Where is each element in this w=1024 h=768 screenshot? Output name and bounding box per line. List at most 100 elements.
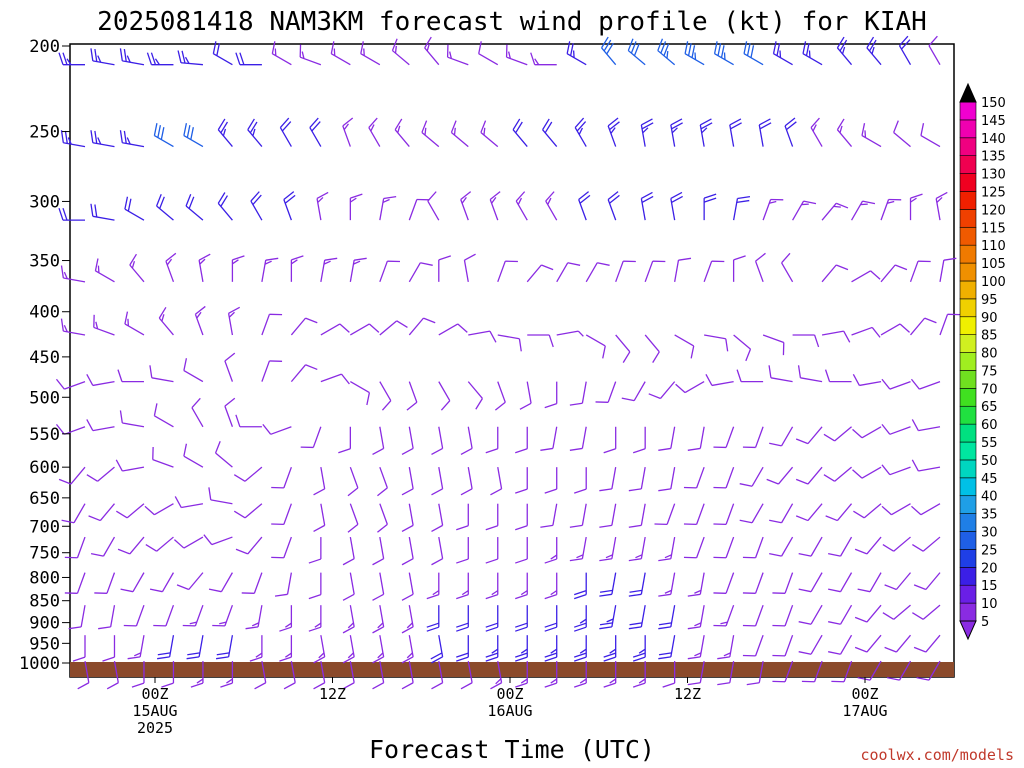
colorbar-label: 85 (981, 329, 998, 344)
wind-barb (283, 191, 296, 221)
wind-barb (309, 117, 322, 147)
wind-barb (460, 191, 472, 221)
colorbar-label: 60 (981, 418, 998, 433)
colorbar-swatch (959, 262, 977, 282)
colorbar-min-arrow (959, 620, 977, 641)
wind-barb (127, 635, 145, 660)
y-tick-label: 400 (29, 303, 60, 323)
wind-barb (220, 661, 234, 688)
wind-barb (360, 41, 381, 66)
wind-barb (515, 426, 528, 454)
wind-barb (426, 605, 440, 632)
wind-barb (177, 50, 203, 66)
colorbar-swatch (959, 388, 977, 407)
wind-barb (607, 191, 620, 221)
wind-barb (117, 369, 144, 383)
colorbar-label: 35 (981, 508, 998, 523)
wind-barb (489, 191, 501, 221)
wind-barb (939, 313, 961, 336)
wind-barb (94, 258, 115, 283)
y-axis-ticks: 200 250 300 350 400 450 500 550 600 650 700 750 800 8… (19, 37, 70, 674)
y-tick-label: 1000 (19, 654, 60, 674)
wind-barb (271, 466, 292, 489)
wind-barb (658, 572, 676, 597)
wind-barb (431, 426, 444, 456)
wind-barb (628, 572, 646, 597)
wind-barb (320, 257, 338, 282)
wind-barb (909, 193, 923, 221)
wind-barb (717, 660, 735, 686)
wind-barb (478, 41, 499, 66)
wind-barb (674, 334, 695, 359)
wind-barb (544, 605, 558, 632)
wind-barb (401, 426, 414, 456)
wind-barb (155, 194, 174, 221)
wind-barb (183, 443, 204, 468)
wind-barb (86, 466, 115, 482)
wind-barb (279, 635, 293, 662)
wind-barb (183, 123, 204, 148)
colorbar-swatch (959, 155, 977, 174)
wind-barb (732, 195, 751, 221)
wind-barb (854, 604, 882, 623)
wind-barb (342, 117, 354, 147)
wind-barb (628, 536, 646, 562)
wind-barb (394, 118, 410, 147)
wind-barb (460, 660, 473, 690)
wind-barb (674, 257, 692, 282)
wind-barb (262, 423, 292, 435)
wind-barb (515, 503, 528, 531)
wind-barb (515, 661, 528, 688)
y-tick-label: 550 (29, 425, 60, 445)
colorbar-swatch (959, 459, 977, 479)
wind-barb (224, 352, 236, 382)
y-tick-label: 250 (29, 123, 60, 143)
wind-barb (347, 503, 359, 533)
wind-barb (566, 41, 587, 66)
wind-barb (68, 605, 86, 630)
wind-barb (450, 120, 469, 148)
wind-barb (729, 118, 742, 147)
wind-barb (490, 660, 503, 690)
y-tick-label: 750 (29, 544, 60, 564)
wind-barb (460, 467, 473, 496)
wind-barb (772, 634, 794, 657)
wind-barb (519, 381, 532, 410)
wind-barb (628, 467, 646, 492)
wind-barb (939, 257, 957, 282)
wind-barb (426, 572, 440, 600)
wind-barb (824, 369, 852, 383)
wind-barb (372, 572, 385, 601)
wind-barb (544, 381, 558, 409)
wind-barb (762, 334, 785, 356)
wind-barb (795, 503, 823, 522)
x-tick-label: 16AUG (487, 702, 532, 720)
wind-barb (703, 193, 717, 221)
wind-barb (515, 191, 528, 221)
wind-barb (77, 660, 90, 690)
wind-barb (802, 41, 823, 66)
wind-barb (480, 120, 499, 148)
wind-barb (857, 660, 882, 681)
wind-barb (648, 381, 676, 400)
wind-barb (662, 661, 676, 688)
wind-barb (810, 117, 823, 147)
wind-barb (828, 604, 853, 625)
colorbar-label: 135 (981, 150, 1006, 165)
wind-barb (640, 118, 654, 147)
wind-barb (746, 660, 764, 686)
wind-barb (913, 572, 941, 591)
wind-barb (574, 605, 587, 632)
wind-barb (578, 191, 591, 221)
wind-barb (438, 255, 451, 282)
wind-barb (882, 536, 911, 552)
wind-barb (912, 604, 941, 620)
wind-barb (58, 52, 85, 66)
colorbar-swatch (959, 441, 977, 461)
wind-barb (152, 446, 174, 468)
wind-barb (308, 537, 322, 564)
wind-barb (446, 44, 469, 66)
colorbar-swatch (959, 316, 977, 335)
wind-barb (106, 660, 119, 690)
